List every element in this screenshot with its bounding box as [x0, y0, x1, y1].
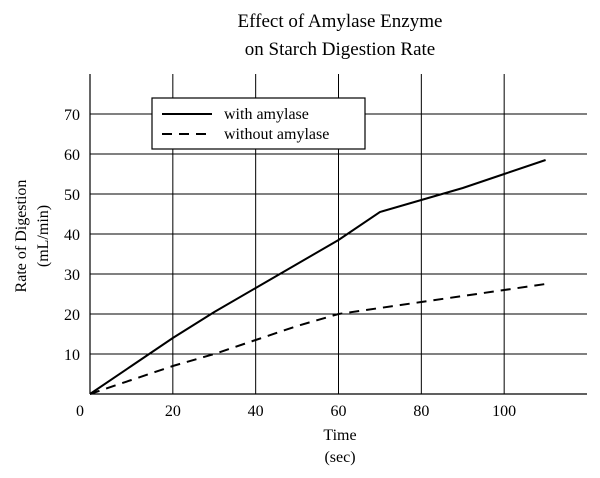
x-tick-label: 60	[331, 403, 347, 420]
legend-label-with-amylase: with amylase	[224, 106, 309, 123]
y-axis-label-line-2: (mL/min)	[35, 205, 52, 267]
series-line-without-amylase	[89, 283, 546, 395]
y-tick-label: 10	[64, 347, 80, 364]
y-tick-label: 70	[64, 107, 80, 124]
y-tick-label: 40	[64, 227, 80, 244]
y-tick-label: 60	[64, 147, 80, 164]
legend-label-without-amylase: without amylase	[224, 126, 329, 143]
series-line-with-amylase	[89, 159, 546, 395]
chart-title-line-2: on Starch Digestion Rate	[245, 39, 436, 60]
series-lines	[89, 159, 546, 395]
x-tick-label: 40	[248, 403, 264, 420]
x-tick-label: 80	[413, 403, 429, 420]
chart-title-line-1: Effect of Amylase Enzyme	[238, 11, 443, 32]
x-axis-label-line-2: (sec)	[324, 449, 355, 466]
tick-labels: 10 20 30 40 50 60 70 0 20 40 60 80 100	[64, 107, 516, 420]
x-tick-label: 20	[165, 403, 181, 420]
legend: with amylase without amylase	[151, 97, 366, 150]
y-tick-label: 30	[64, 267, 80, 284]
y-tick-label: 50	[64, 187, 80, 204]
y-tick-label: 20	[64, 307, 80, 324]
x-axis-label-line-1: Time	[323, 427, 356, 444]
x-tick-label: 0	[76, 403, 84, 420]
x-tick-label: 100	[492, 403, 516, 420]
legend-box	[151, 97, 366, 150]
y-axis-label-line-1: Rate of Digestion	[13, 180, 30, 293]
